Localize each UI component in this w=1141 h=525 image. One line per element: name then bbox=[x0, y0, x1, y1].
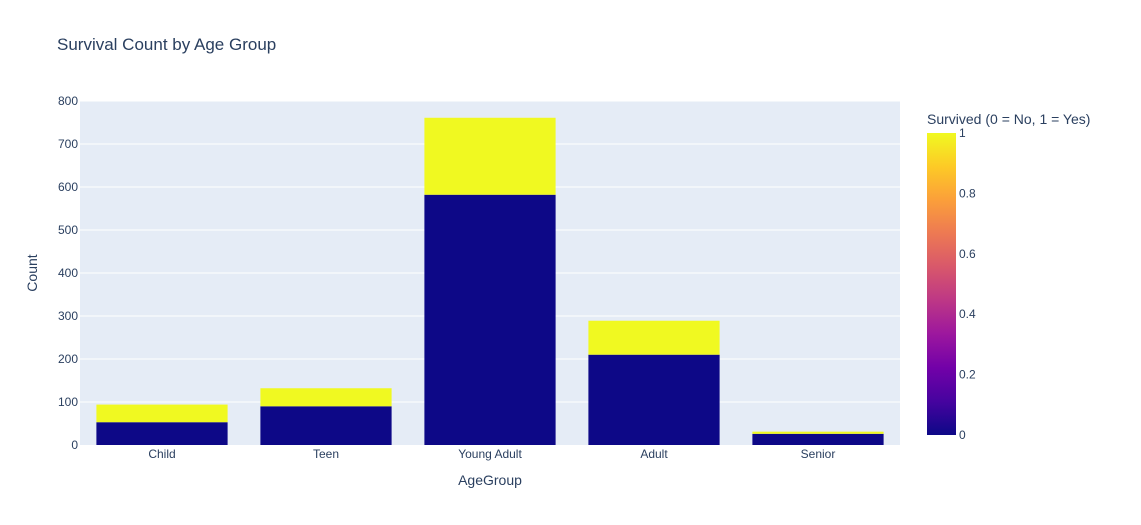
y-tick-label: 200 bbox=[58, 352, 78, 366]
bar bbox=[588, 354, 720, 445]
bar bbox=[96, 404, 228, 423]
x-tick-labels: Child Teen Young Adult Adult Senior bbox=[148, 447, 835, 461]
y-tick-label: 800 bbox=[58, 94, 78, 108]
bar bbox=[588, 320, 720, 355]
colorbar-title: Survived (0 = No, 1 = Yes) bbox=[927, 111, 1090, 127]
bars bbox=[96, 117, 884, 445]
colorbar bbox=[927, 133, 956, 435]
y-tick-label: 600 bbox=[58, 180, 78, 194]
x-tick-label: Teen bbox=[313, 447, 339, 461]
x-tick-label: Senior bbox=[801, 447, 836, 461]
bar bbox=[96, 422, 228, 445]
bar bbox=[260, 388, 392, 407]
y-tick-label: 500 bbox=[58, 223, 78, 237]
y-tick-label: 0 bbox=[71, 438, 78, 452]
x-tick-label: Young Adult bbox=[458, 447, 522, 461]
bar bbox=[752, 431, 884, 434]
x-tick-label: Adult bbox=[640, 447, 668, 461]
y-tick-label: 100 bbox=[58, 395, 78, 409]
colorbar-tick-label: 1 bbox=[959, 126, 966, 140]
y-tick-label: 700 bbox=[58, 137, 78, 151]
chart-title: Survival Count by Age Group bbox=[57, 35, 276, 54]
y-axis-title: Count bbox=[24, 254, 40, 291]
colorbar-tick-label: 0 bbox=[959, 428, 966, 442]
bar bbox=[752, 433, 884, 445]
x-tick-label: Child bbox=[148, 447, 175, 461]
bar bbox=[260, 406, 392, 445]
colorbar-tick-label: 0.4 bbox=[959, 307, 976, 321]
x-axis-title: AgeGroup bbox=[458, 472, 522, 488]
colorbar-tick-label: 0.2 bbox=[959, 368, 976, 382]
colorbar-tick-label: 0.6 bbox=[959, 247, 976, 261]
bar bbox=[424, 194, 556, 445]
colorbar-tick-label: 0.8 bbox=[959, 186, 976, 200]
y-tick-label: 400 bbox=[58, 266, 78, 280]
bar bbox=[424, 117, 556, 195]
colorbar-tick-labels: 0 0.2 0.4 0.6 0.8 1 bbox=[959, 126, 976, 442]
y-tick-label: 300 bbox=[58, 309, 78, 323]
y-tick-labels: 0 100 200 300 400 500 600 700 800 bbox=[58, 94, 78, 452]
